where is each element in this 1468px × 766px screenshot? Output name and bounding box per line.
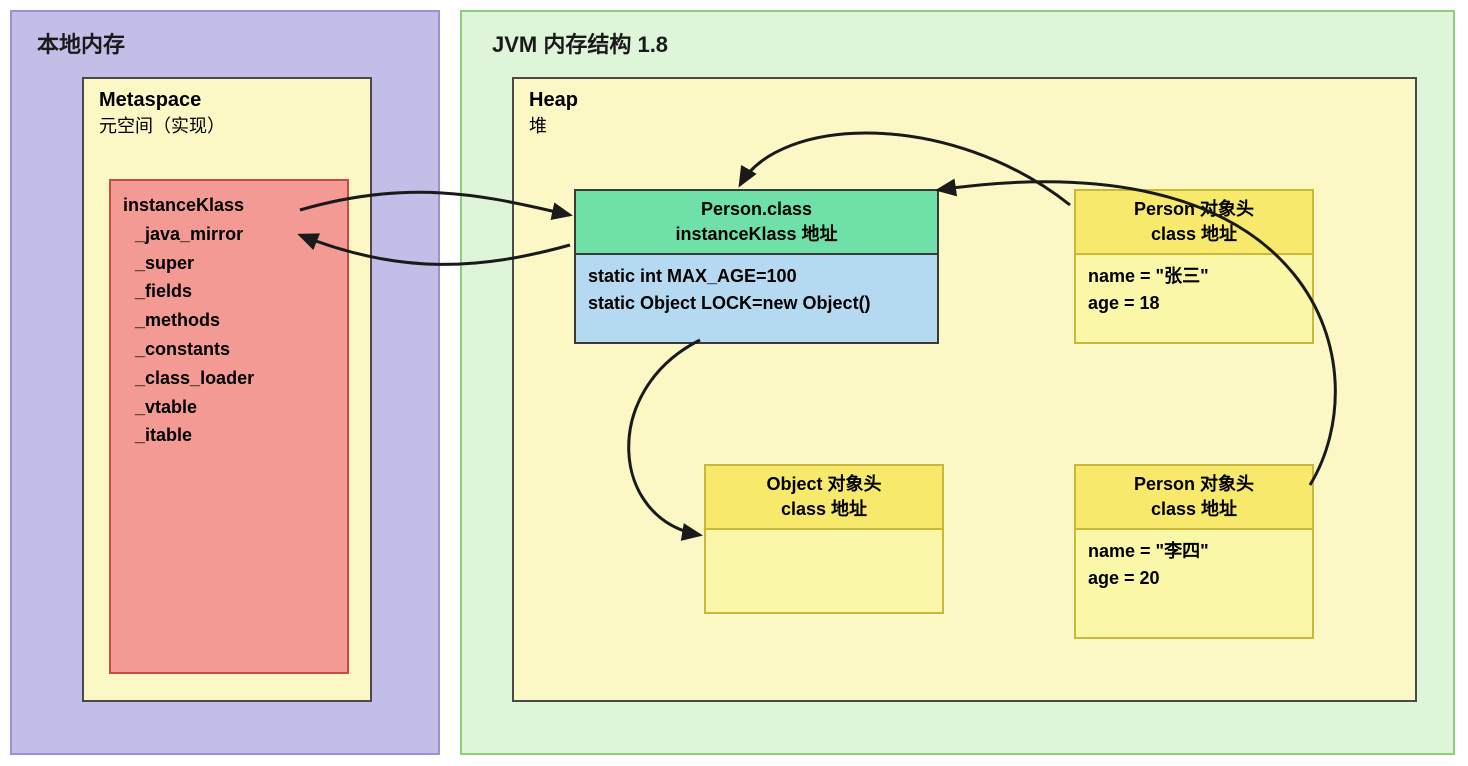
object-header-box: Object 对象头 class 地址 <box>704 464 944 614</box>
person2-header-line1: Person 对象头 <box>1080 472 1308 497</box>
person2-header-line2: class 地址 <box>1080 497 1308 522</box>
person-class-static2: static Object LOCK=new Object() <box>588 290 925 317</box>
klass-field: _class_loader <box>123 364 254 393</box>
klass-field: _fields <box>123 277 254 306</box>
object-header-body <box>706 530 942 612</box>
person1-name: name = "张三" <box>1088 263 1300 290</box>
klass-field: _itable <box>123 421 254 450</box>
person-class-static1: static int MAX_AGE=100 <box>588 263 925 290</box>
object-header-header: Object 对象头 class 地址 <box>706 466 942 530</box>
jvm-container: JVM 内存结构 1.8 Heap 堆 Person.class instanc… <box>460 10 1455 755</box>
metaspace-box: Metaspace 元空间（实现） instanceKlass _java_mi… <box>82 77 372 702</box>
person2-header: Person 对象头 class 地址 <box>1076 466 1312 530</box>
person-class-header-line2: instanceKlass 地址 <box>580 222 933 247</box>
native-memory-container: 本地内存 Metaspace 元空间（实现） instanceKlass _ja… <box>10 10 440 755</box>
person-class-box: Person.class instanceKlass 地址 static int… <box>574 189 939 344</box>
person2-box: Person 对象头 class 地址 name = "李四" age = 20 <box>1074 464 1314 639</box>
instance-klass-title: instanceKlass <box>123 191 254 220</box>
instance-klass-box: instanceKlass _java_mirror _super _field… <box>109 179 349 674</box>
person-class-header-line1: Person.class <box>580 197 933 222</box>
person1-body: name = "张三" age = 18 <box>1076 255 1312 342</box>
metaspace-subtitle: 元空间（实现） <box>99 112 225 138</box>
object-header-line1: Object 对象头 <box>710 472 938 497</box>
heap-subtitle: 堆 <box>529 112 578 138</box>
person1-header-line2: class 地址 <box>1080 222 1308 247</box>
klass-field: _constants <box>123 335 254 364</box>
klass-field: _methods <box>123 306 254 335</box>
person1-box: Person 对象头 class 地址 name = "张三" age = 18 <box>1074 189 1314 344</box>
person2-body: name = "李四" age = 20 <box>1076 530 1312 637</box>
heap-title: Heap <box>529 89 578 112</box>
klass-field: _vtable <box>123 393 254 422</box>
person-class-body: static int MAX_AGE=100 static Object LOC… <box>576 255 937 342</box>
person1-age: age = 18 <box>1088 290 1300 317</box>
person1-header: Person 对象头 class 地址 <box>1076 191 1312 255</box>
person2-name: name = "李四" <box>1088 538 1300 565</box>
klass-field: _java_mirror <box>123 220 254 249</box>
person2-age: age = 20 <box>1088 565 1300 592</box>
object-header-line2: class 地址 <box>710 497 938 522</box>
native-memory-title: 本地内存 <box>37 27 125 59</box>
person-class-header: Person.class instanceKlass 地址 <box>576 191 937 255</box>
heap-box: Heap 堆 Person.class instanceKlass 地址 sta… <box>512 77 1417 702</box>
jvm-title: JVM 内存结构 1.8 <box>492 27 668 59</box>
metaspace-title: Metaspace <box>99 89 225 112</box>
klass-field: _super <box>123 249 254 278</box>
person1-header-line1: Person 对象头 <box>1080 197 1308 222</box>
